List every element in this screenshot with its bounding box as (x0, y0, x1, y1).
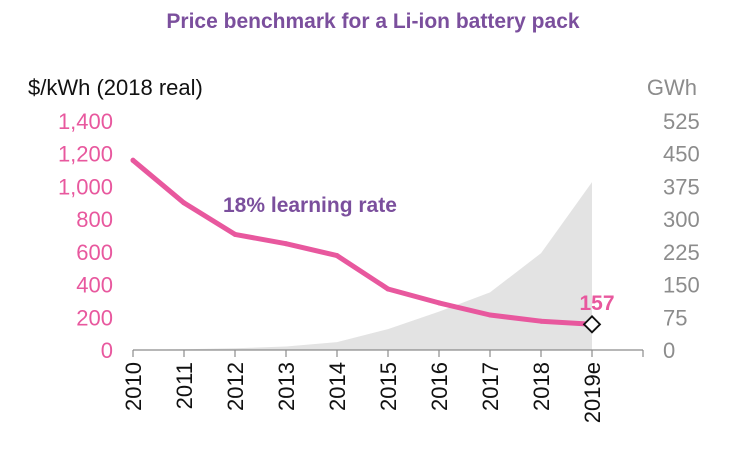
price-point (538, 318, 544, 324)
left-axis: 0 200 400 600 800 1,000 1,200 1,400 (58, 109, 113, 363)
left-tick-label: 1,000 (58, 174, 113, 199)
x-tick-label: 2012 (223, 362, 248, 411)
left-tick-label: 200 (76, 305, 113, 330)
right-tick-label: 75 (663, 305, 687, 330)
learning-rate-label: 18% learning rate (223, 194, 397, 217)
left-tick-label: 1,200 (58, 142, 113, 167)
right-tick-label: 300 (663, 207, 700, 232)
right-tick-label: 525 (663, 109, 700, 134)
x-tick-label: 2011 (172, 362, 197, 409)
price-point (130, 157, 136, 163)
x-axis: 2010 2011 2012 2013 2014 2015 2016 2017 2018 2019… (121, 349, 644, 423)
x-tick-label: 2014 (325, 362, 350, 411)
x-tick-label: 2016 (427, 362, 452, 411)
right-tick-label: 150 (663, 273, 700, 298)
right-tick-label: 375 (663, 174, 700, 199)
price-point (436, 300, 442, 306)
chart-title: Price benchmark for a Li-ion battery pac… (166, 10, 579, 33)
price-point (181, 200, 187, 206)
left-tick-label: 400 (76, 273, 113, 298)
right-axis: 0 75 150 225 300 375 450 525 (663, 109, 700, 363)
price-point (334, 253, 340, 259)
last-value-label: 157 (579, 292, 614, 315)
price-line (130, 157, 595, 327)
left-tick-label: 1,400 (58, 109, 113, 134)
x-tick-label: 2018 (529, 362, 554, 411)
price-point (283, 241, 289, 247)
last-value-marker (582, 315, 602, 334)
x-tick-label: 2019e (580, 362, 605, 423)
x-tick-label: 2010 (121, 362, 146, 411)
x-tick-label: 2013 (274, 362, 299, 411)
price-point (232, 231, 238, 237)
x-tick-label: 2015 (376, 362, 401, 411)
right-axis-title: GWh (647, 75, 697, 100)
left-tick-label: 600 (76, 240, 113, 265)
right-tick-label: 0 (663, 338, 675, 363)
price-point (487, 312, 493, 318)
left-tick-label: 0 (101, 338, 113, 363)
right-tick-label: 450 (663, 142, 700, 167)
left-axis-title: $/kWh (2018 real) (28, 75, 203, 100)
right-tick-label: 225 (663, 240, 700, 265)
production-area (133, 182, 592, 350)
left-tick-label: 800 (76, 207, 113, 232)
x-tick-label: 2017 (478, 362, 503, 411)
price-point (385, 286, 391, 292)
